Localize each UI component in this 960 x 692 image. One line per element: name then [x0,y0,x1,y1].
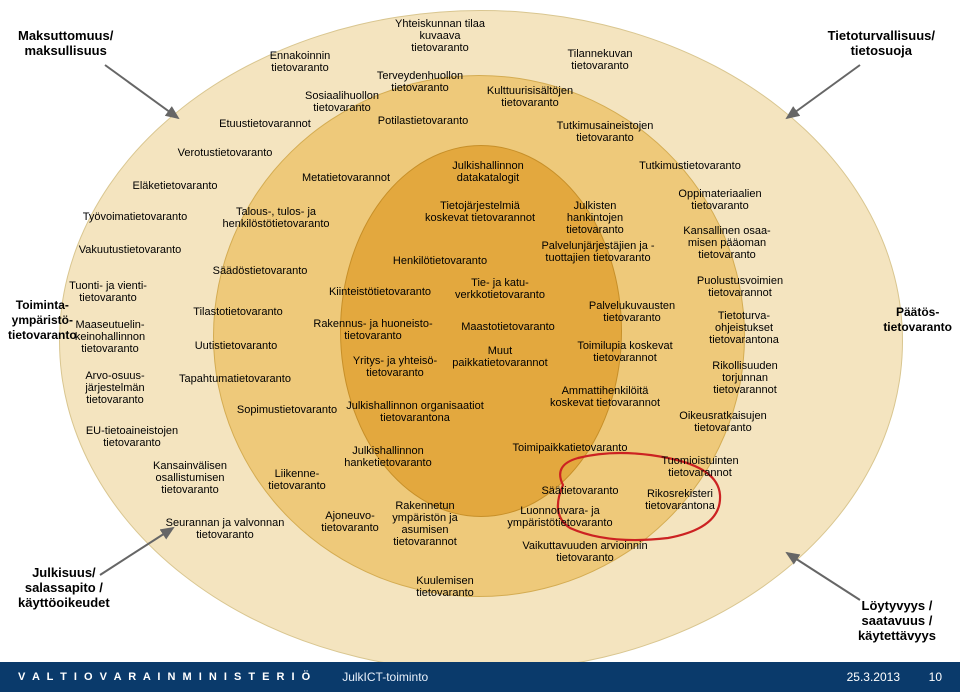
diagram-label: Liikenne- tietovaranto [268,468,325,492]
side-label-left: Toiminta- ympäristö- tietovaranto [8,298,77,343]
diagram-label: Ammattihenkilöitä koskevat tietovarannot [550,385,660,409]
footer-page: 10 [929,670,942,684]
diagram-label: Vaikuttavuuden arvioinnin tietovaranto [522,540,647,564]
diagram-label: Tuonti- ja vienti- tietovaranto [69,280,147,304]
footer-bar: V A L T I O V A R A I N M I N I S T E R … [0,662,960,692]
corner-tr: Tietoturvallisuus/ tietosuoja [828,28,935,58]
diagram-label: Maastotietovaranto [461,321,555,333]
diagram-label: Terveydenhuollon tietovaranto [377,70,463,94]
diagram-label: Rakennus- ja huoneisto- tietovaranto [313,318,432,342]
diagram-label: Tuomioistuinten tietovarannot [661,455,738,479]
diagram-label: Tutkimusaineistojen tietovaranto [557,120,654,144]
diagram-label: Seurannan ja valvonnan tietovaranto [166,517,285,541]
diagram-label: Arvo-osuus- järjestelmän tietovaranto [85,370,144,406]
corner-br: Löytyvyys / saatavuus / käytettävyys [858,598,936,643]
side-label-right: Päätös- tietovaranto [883,305,952,335]
footer-date: 25.3.2013 [847,670,900,684]
diagram-label: Maaseutuelin- keinohallinnon tietovarant… [75,319,145,355]
diagram-label: Vakuutustietovaranto [79,244,182,256]
footer-brand: V A L T I O V A R A I N M I N I S T E R … [18,671,312,683]
diagram-label: Ajoneuvo- tietovaranto [321,510,378,534]
diagram-label: Kansallinen osaa- misen pääoman tietovar… [683,225,770,261]
arrow-tl [100,60,190,130]
diagram-label: Julkisten hankintojen tietovaranto [566,200,623,236]
diagram-label: Palvelunjärjestäjien ja - tuottajien tie… [541,240,654,264]
diagram-label: Luonnonvara- ja ympäristötietovaranto [507,505,612,529]
diagram-label: Tilannekuvan tietovaranto [567,48,632,72]
diagram-label: Puolustusvoimien tietovarannot [697,275,783,299]
diagram-label: Kuulemisen tietovaranto [416,575,473,599]
diagram-label: Potilastietovaranto [378,115,469,127]
diagram-label: Kiinteistötietovaranto [329,286,431,298]
diagram-label: Sosiaalihuollon tietovaranto [305,90,379,114]
diagram-label: Julkishallinnon datakatalogit [452,160,524,184]
diagram-label: Uutistietovaranto [195,340,278,352]
diagram-label: Säätietovaranto [541,485,618,497]
diagram-label: Rikollisuuden torjunnan tietovarannot [712,360,777,396]
diagram-label: Tie- ja katu- verkkotietovaranto [455,277,545,301]
diagram-label: Sopimustietovaranto [237,404,337,416]
diagram-label: Tietojärjestelmiä koskevat tietovarannot [425,200,535,224]
diagram-label: Tilastotietovaranto [193,306,282,318]
diagram-label: Työvoimatietovaranto [83,211,188,223]
diagram-label: Toimipaikkatietovaranto [513,442,628,454]
diagram-label: Verotustietovaranto [178,147,273,159]
diagram-label: Julkishallinnon hanketietovaranto [344,445,431,469]
footer-unit: JulkICT-toiminto [342,670,428,684]
diagram-label: Palvelukuvausten tietovaranto [589,300,675,324]
diagram-label: Rakennetun ympäristön ja asumisen tietov… [392,500,457,548]
diagram-label: Rikosrekisteri tietovarantona [645,488,715,512]
diagram-label: Tietoturva- ohjeistukset tietovarantona [709,310,779,346]
diagram-label: EU-tietoaineistojen tietovaranto [86,425,178,449]
diagram-label: Toimilupia koskevat tietovarannot [577,340,672,364]
arrow-tr [775,60,865,130]
diagram-label: Talous-, tulos- ja henkilöstötietovarant… [222,206,329,230]
diagram-label: Yhteiskunnan tilaa kuvaava tietovaranto [395,18,485,54]
diagram-label: Tapahtumatietovaranto [179,373,291,385]
diagram-label: Etuustietovarannot [219,118,311,130]
arrow-br [775,545,865,605]
corner-tl: Maksuttomuus/ maksullisuus [18,28,113,58]
diagram-label: Oikeusratkaisujen tietovaranto [679,410,766,434]
diagram-label: Tutkimustietovaranto [639,160,741,172]
diagram-label: Kulttuurisisältöjen tietovaranto [487,85,573,109]
diagram-label: Yritys- ja yhteisö- tietovaranto [353,355,437,379]
diagram-label: Henkilötietovaranto [393,255,487,267]
diagram-label: Julkishallinnon organisaatiot tietovaran… [346,400,484,424]
diagram-label: Metatietovarannot [302,172,390,184]
diagram-label: Säädöstietovaranto [213,265,308,277]
diagram-label: Eläketietovaranto [133,180,218,192]
diagram-label: Ennakoinnin tietovaranto [270,50,331,74]
diagram-label: Oppimateriaalien tietovaranto [678,188,761,212]
diagram-label: Kansainvälisen osallistumisen tietovaran… [153,460,227,496]
diagram-label: Muut paikkatietovarannot [452,345,547,369]
